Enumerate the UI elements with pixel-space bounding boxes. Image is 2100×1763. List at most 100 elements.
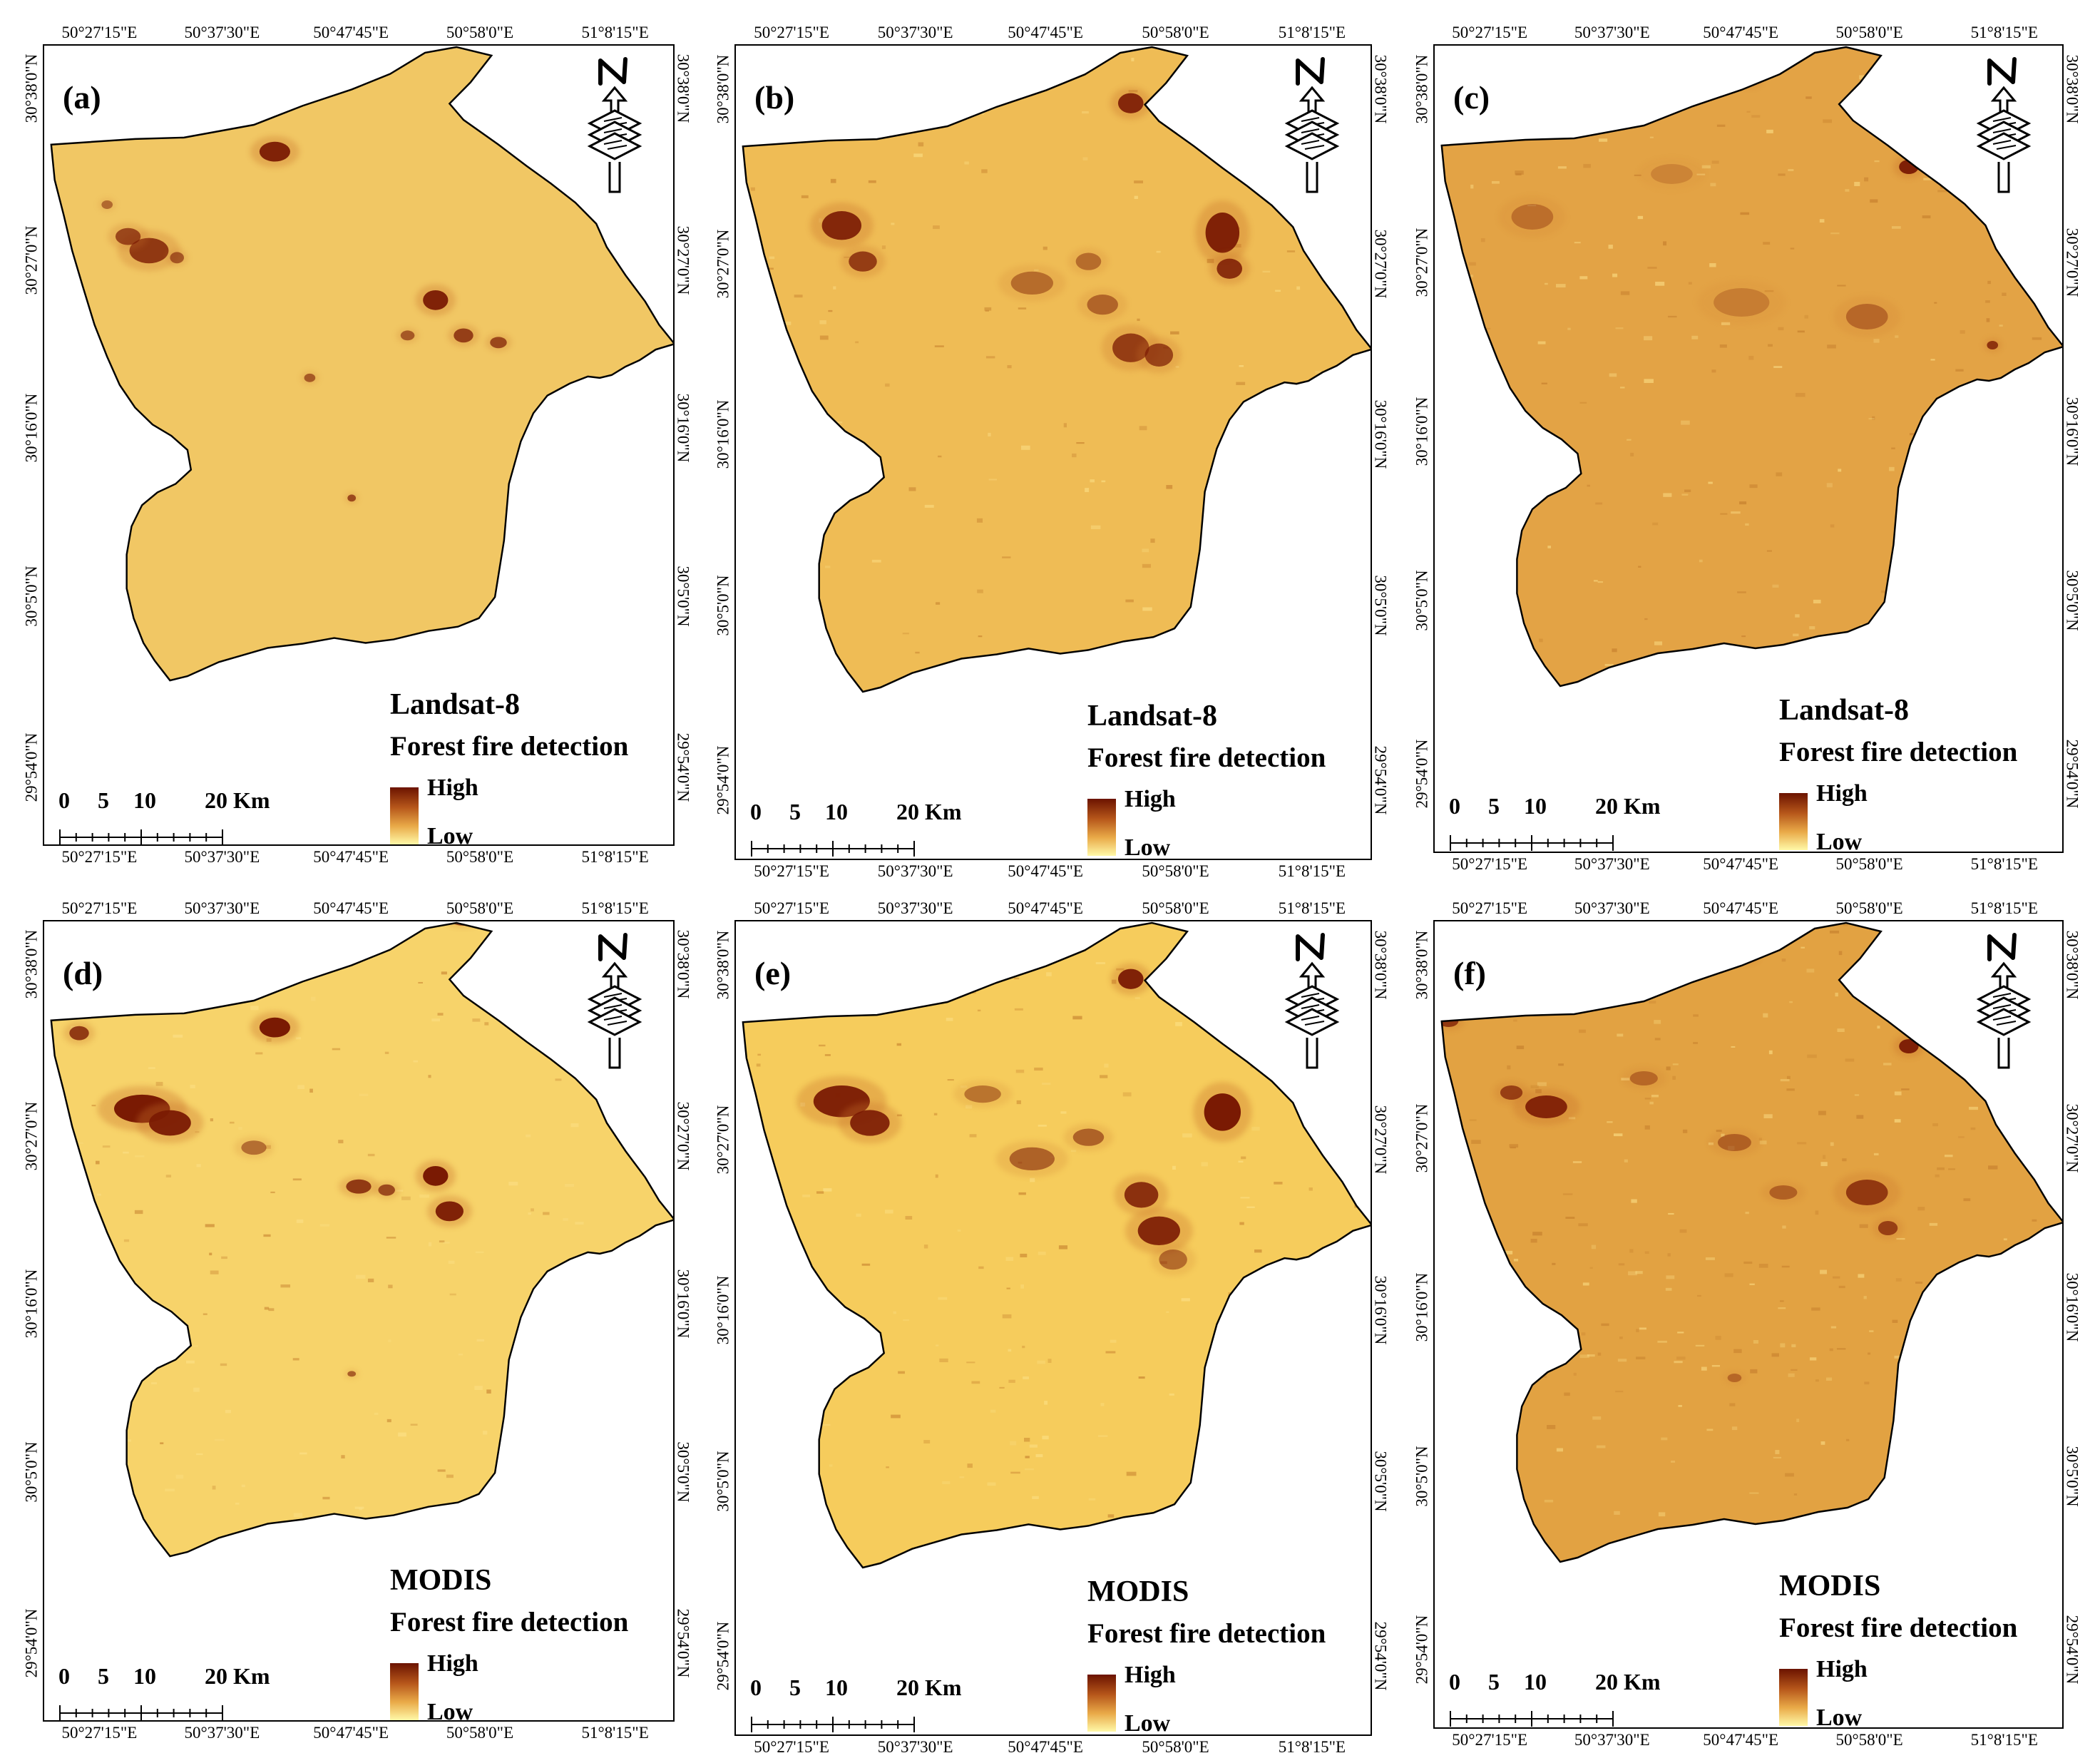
scale-label: 0 (750, 798, 762, 824)
longitude-label-bottom: 50°58'0"E (1835, 1731, 1903, 1749)
longitude-label-bottom: 50°27'15"E (754, 1738, 829, 1756)
longitude-label-top: 50°47'45"E (1008, 899, 1083, 917)
north-arrow-icon (1972, 931, 2036, 1077)
latitude-label-left: 30°5'0"N (22, 1441, 41, 1503)
scale-label: 20 Km (896, 1674, 962, 1700)
scale-label: 5 (789, 1674, 801, 1700)
latitude-label-right: 30°16'0"N (2063, 397, 2081, 466)
fire-hotspot (241, 1140, 267, 1155)
latitude-label-right: 30°16'0"N (1371, 1275, 1390, 1345)
legend-low-label: Low (1816, 1704, 1863, 1731)
scale-label: 0 (1449, 1668, 1460, 1695)
fire-hotspot (1511, 204, 1554, 230)
latitude-label-right: 30°5'0"N (2063, 1446, 2081, 1507)
longitude-label-bottom: 50°37'30"E (184, 848, 260, 866)
fire-hotspot (1159, 1250, 1187, 1270)
legend-low-label: Low (1125, 834, 1171, 861)
legend-color-ramp (1779, 1668, 1808, 1726)
sensor-name: Landsat-8 (1779, 693, 1910, 727)
longitude-label-top: 50°47'45"E (1703, 24, 1779, 41)
study-area-boundary (742, 46, 1371, 693)
legend-color-ramp (390, 1662, 419, 1720)
fire-index-raster (742, 923, 1371, 1568)
longitude-label-top: 51°8'15"E (581, 899, 649, 917)
sensor-name: MODIS (1087, 1575, 1189, 1608)
longitude-label-bottom: 50°27'15"E (61, 848, 138, 866)
latitude-label-left: 29°54'0"N (1413, 1615, 1431, 1685)
fire-hotspot (850, 1110, 890, 1136)
north-arrow-icon (1280, 55, 1344, 201)
longitude-label-bottom: 50°58'0"E (446, 1724, 514, 1742)
latitude-label-right: 30°27'0"N (2063, 228, 2081, 297)
longitude-label-top: 51°8'15"E (1970, 899, 2038, 917)
longitude-label-bottom: 50°47'45"E (313, 1724, 389, 1742)
fire-hotspot (1124, 1182, 1159, 1208)
longitude-label-top: 50°47'45"E (313, 899, 389, 917)
latitude-label-left: 30°5'0"N (714, 1451, 732, 1512)
scale-label: 5 (1488, 1668, 1500, 1695)
fire-hotspot (259, 1017, 290, 1038)
study-area-boundary (1440, 46, 2062, 688)
fire-hotspot (454, 328, 473, 343)
fire-hotspot (1525, 1095, 1567, 1118)
panel-label: (a) (63, 79, 101, 116)
study-area-map (742, 921, 1371, 1569)
latitude-label-right: 30°27'0"N (1371, 1105, 1390, 1175)
latitude-label-right: 30°38'0"N (674, 929, 692, 999)
latitude-label-right: 29°54'0"N (674, 732, 692, 802)
fire-hotspot (347, 1371, 357, 1377)
legend-color-ramp (390, 787, 419, 844)
scale-label: 5 (98, 787, 109, 813)
latitude-label-left: 30°16'0"N (1413, 1272, 1431, 1342)
fire-hotspot (170, 252, 184, 264)
longitude-label-top: 50°37'30"E (877, 899, 953, 917)
study-area-boundary (742, 921, 1371, 1569)
fire-hotspot (1075, 252, 1102, 270)
longitude-label-top: 50°37'30"E (1574, 24, 1650, 41)
longitude-label-bottom: 51°8'15"E (1970, 1731, 2038, 1749)
scale-bar (750, 1714, 921, 1739)
legend-high-label: High (1816, 780, 1868, 807)
longitude-label-top: 50°27'15"E (61, 24, 138, 41)
sensor-name: MODIS (390, 1563, 492, 1597)
longitude-label-bottom: 50°58'0"E (1142, 862, 1209, 880)
longitude-label-top: 50°37'30"E (184, 899, 260, 917)
fire-hotspot (1629, 1071, 1658, 1085)
longitude-label-top: 50°37'30"E (877, 24, 953, 41)
fire-hotspot (1010, 271, 1053, 295)
study-area-map (50, 46, 673, 682)
latitude-label-left: 30°38'0"N (22, 929, 41, 999)
map-frame (734, 44, 1372, 860)
latitude-label-right: 30°16'0"N (2063, 1272, 2081, 1342)
legend-color-ramp (1779, 792, 1808, 850)
study-area-boundary (50, 46, 673, 682)
scale-label: 20 Km (205, 1662, 270, 1689)
map-title: Forest fire detection (1087, 742, 1326, 773)
fire-hotspot (423, 290, 449, 310)
scale-label: 5 (98, 1662, 109, 1689)
legend-low-label: Low (427, 1698, 473, 1725)
longitude-label-top: 50°58'0"E (446, 899, 514, 917)
fire-hotspot (435, 1201, 463, 1222)
longitude-label-bottom: 50°47'45"E (1703, 855, 1779, 873)
fire-hotspot (1072, 1128, 1105, 1146)
fire-hotspot (259, 141, 290, 162)
legend-high-label: High (1125, 1661, 1176, 1688)
latitude-label-right: 30°27'0"N (674, 225, 692, 295)
legend-low-label: Low (1125, 1710, 1171, 1737)
latitude-label-right: 30°38'0"N (1371, 54, 1390, 124)
longitude-label-top: 50°27'15"E (1452, 24, 1528, 41)
longitude-label-top: 50°37'30"E (1574, 899, 1650, 917)
scale-label: 10 (1524, 792, 1547, 819)
fire-hotspot (1878, 1221, 1898, 1235)
scale-label: 5 (1488, 792, 1500, 819)
fire-hotspot (346, 1179, 372, 1194)
latitude-label-left: 30°38'0"N (714, 930, 732, 1000)
latitude-label-right: 30°38'0"N (674, 53, 692, 123)
latitude-label-right: 30°27'0"N (2063, 1103, 2081, 1172)
longitude-label-top: 50°58'0"E (1142, 899, 1209, 917)
longitude-label-bottom: 51°8'15"E (581, 848, 649, 866)
latitude-label-right: 30°27'0"N (1371, 229, 1390, 299)
latitude-label-left: 30°38'0"N (1413, 930, 1431, 1000)
longitude-label-top: 50°47'45"E (313, 24, 389, 41)
